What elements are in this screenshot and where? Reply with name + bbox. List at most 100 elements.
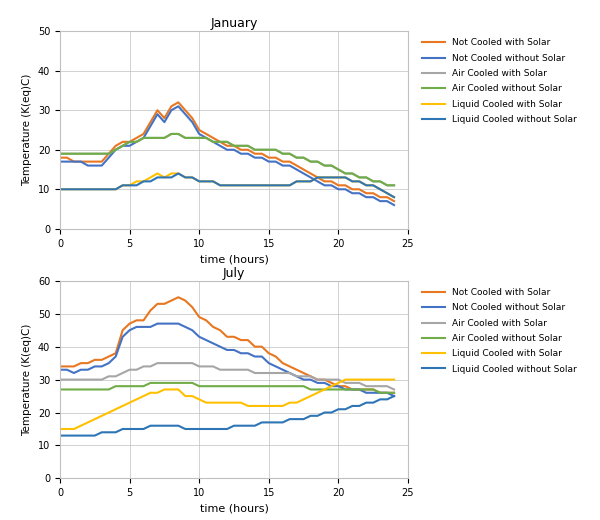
Not Cooled without Solar <box>342 186 349 192</box>
Liquid Cooled without Solar <box>244 423 251 429</box>
Not Cooled with Solar <box>140 131 147 137</box>
Air Cooled without Solar <box>70 386 77 393</box>
Not Cooled without Solar <box>314 178 321 185</box>
Not Cooled with Solar <box>335 182 342 188</box>
Liquid Cooled without Solar <box>383 190 391 197</box>
Not Cooled without Solar <box>286 162 293 168</box>
Not Cooled with Solar <box>383 194 391 200</box>
Air Cooled without Solar <box>161 135 168 141</box>
Liquid Cooled without Solar <box>391 393 398 399</box>
Liquid Cooled without Solar <box>154 423 161 429</box>
Not Cooled with Solar <box>161 115 168 121</box>
Air Cooled with Solar <box>349 171 356 177</box>
Liquid Cooled with Solar <box>307 178 314 185</box>
Air Cooled without Solar <box>265 147 272 153</box>
Liquid Cooled without Solar <box>300 416 307 422</box>
Liquid Cooled with Solar <box>342 174 349 180</box>
Liquid Cooled without Solar <box>300 178 307 185</box>
Not Cooled without Solar <box>377 198 384 204</box>
Not Cooled with Solar <box>70 363 77 370</box>
Air Cooled with Solar <box>217 139 224 145</box>
Liquid Cooled with Solar <box>223 399 230 406</box>
Not Cooled with Solar <box>383 389 391 396</box>
Air Cooled with Solar <box>147 363 154 370</box>
Not Cooled without Solar <box>258 354 265 360</box>
Air Cooled with Solar <box>77 151 85 157</box>
Not Cooled with Solar <box>342 383 349 389</box>
Liquid Cooled without Solar <box>328 409 335 415</box>
Liquid Cooled without Solar <box>77 186 85 192</box>
Not Cooled without Solar <box>56 367 64 373</box>
Liquid Cooled with Solar <box>377 376 384 383</box>
Not Cooled with Solar <box>258 344 265 350</box>
Liquid Cooled with Solar <box>105 409 112 415</box>
Liquid Cooled with Solar <box>70 186 77 192</box>
Liquid Cooled without Solar <box>140 178 147 185</box>
Liquid Cooled with Solar <box>272 182 280 188</box>
Liquid Cooled with Solar <box>300 178 307 185</box>
Liquid Cooled without Solar <box>133 182 140 188</box>
Not Cooled without Solar <box>175 103 182 109</box>
Liquid Cooled with Solar <box>84 419 91 425</box>
Not Cooled with Solar <box>377 194 384 200</box>
Not Cooled with Solar <box>105 354 112 360</box>
Liquid Cooled with Solar <box>230 399 238 406</box>
Air Cooled with Solar <box>279 151 286 157</box>
Liquid Cooled without Solar <box>203 178 210 185</box>
Air Cooled without Solar <box>147 380 154 386</box>
Liquid Cooled with Solar <box>182 174 189 180</box>
Air Cooled without Solar <box>328 386 335 393</box>
Liquid Cooled with Solar <box>168 171 175 177</box>
Air Cooled with Solar <box>314 159 321 165</box>
Air Cooled without Solar <box>84 386 91 393</box>
Not Cooled without Solar <box>335 186 342 192</box>
Not Cooled with Solar <box>230 142 238 149</box>
Air Cooled without Solar <box>182 380 189 386</box>
Air Cooled with Solar <box>209 139 217 145</box>
Liquid Cooled without Solar <box>356 403 363 409</box>
Air Cooled with Solar <box>279 370 286 376</box>
Not Cooled without Solar <box>349 190 356 197</box>
Line: Air Cooled with Solar: Air Cooled with Solar <box>60 134 394 185</box>
Air Cooled with Solar <box>64 151 71 157</box>
Air Cooled without Solar <box>98 386 106 393</box>
Liquid Cooled without Solar <box>84 186 91 192</box>
Liquid Cooled without Solar <box>314 174 321 180</box>
Not Cooled without Solar <box>307 174 314 180</box>
Not Cooled with Solar <box>300 166 307 173</box>
Air Cooled with Solar <box>286 151 293 157</box>
Liquid Cooled with Solar <box>258 403 265 409</box>
Air Cooled with Solar <box>272 147 280 153</box>
Air Cooled with Solar <box>147 135 154 141</box>
Not Cooled without Solar <box>293 373 300 380</box>
Air Cooled with Solar <box>251 370 259 376</box>
Air Cooled with Solar <box>182 135 189 141</box>
Liquid Cooled without Solar <box>154 174 161 180</box>
Line: Not Cooled without Solar: Not Cooled without Solar <box>60 106 394 205</box>
Air Cooled without Solar <box>321 162 328 168</box>
Air Cooled with Solar <box>244 142 251 149</box>
Air Cooled without Solar <box>279 383 286 389</box>
Air Cooled with Solar <box>265 370 272 376</box>
Air Cooled with Solar <box>175 131 182 137</box>
Liquid Cooled with Solar <box>64 426 71 432</box>
Liquid Cooled with Solar <box>238 182 245 188</box>
Air Cooled with Solar <box>238 142 245 149</box>
Liquid Cooled with Solar <box>154 389 161 396</box>
Liquid Cooled with Solar <box>84 186 91 192</box>
Liquid Cooled with Solar <box>209 399 217 406</box>
Liquid Cooled without Solar <box>112 186 119 192</box>
Air Cooled without Solar <box>356 386 363 393</box>
Air Cooled with Solar <box>133 139 140 145</box>
Air Cooled without Solar <box>70 151 77 157</box>
Air Cooled without Solar <box>244 142 251 149</box>
Air Cooled with Solar <box>349 380 356 386</box>
Liquid Cooled without Solar <box>64 433 71 439</box>
Liquid Cooled with Solar <box>140 178 147 185</box>
Not Cooled without Solar <box>112 147 119 153</box>
Not Cooled without Solar <box>140 135 147 141</box>
Not Cooled without Solar <box>119 142 126 149</box>
Not Cooled without Solar <box>168 107 175 113</box>
Liquid Cooled without Solar <box>321 174 328 180</box>
Air Cooled without Solar <box>140 383 147 389</box>
